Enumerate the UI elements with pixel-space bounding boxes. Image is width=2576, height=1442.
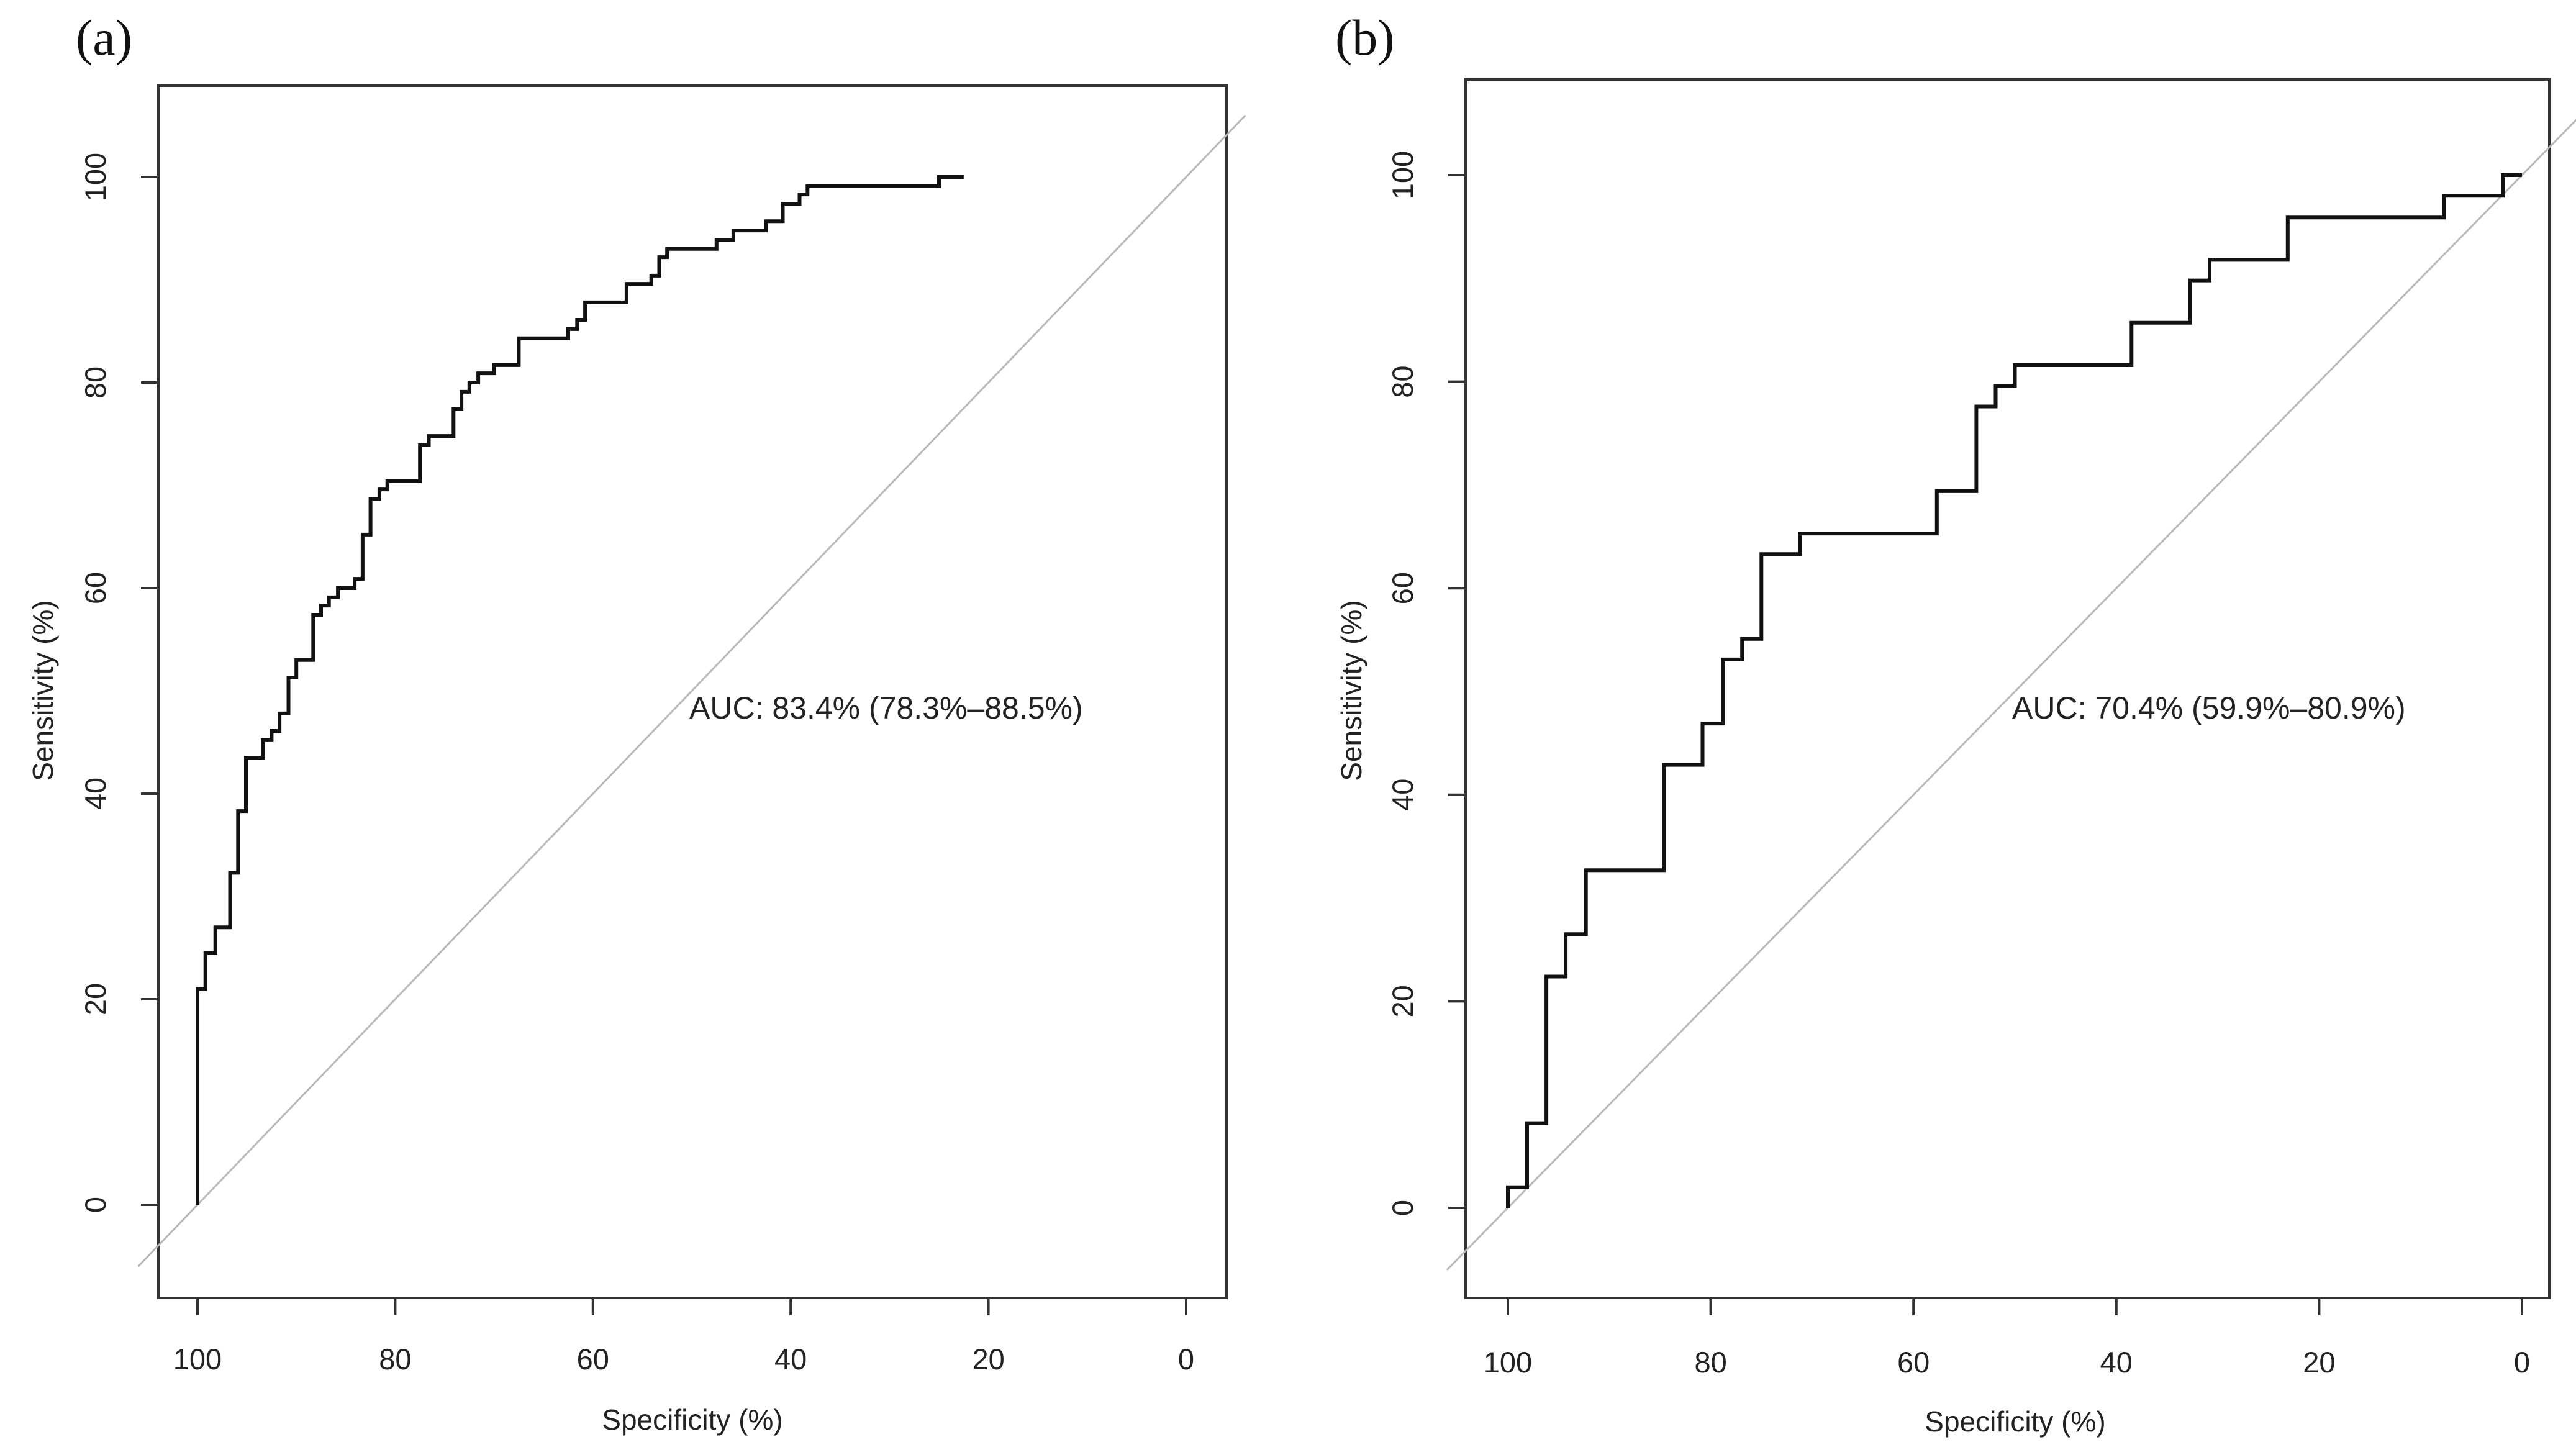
- panel-b-y-axis-title: Sensitivity (%): [1335, 600, 1367, 781]
- panel-b-x-axis: 100 80 60 40 20 0: [1484, 1298, 2530, 1379]
- panel-b-x-axis-title: Specificity (%): [1925, 1405, 2105, 1438]
- panel-b-label: (b): [1335, 9, 1395, 66]
- panel-a-y-tick-label: 40: [79, 778, 112, 810]
- panel-b-y-tick-label: 0: [1386, 1200, 1419, 1216]
- panel-b-y-tick-label: 100: [1386, 151, 1419, 199]
- panel-a-x-tick-label: 0: [1178, 1343, 1194, 1376]
- panel-b-auc-annotation: AUC: 70.4% (59.9%–80.9%): [2012, 691, 2406, 725]
- panel-a-x-tick-label: 100: [173, 1343, 222, 1376]
- panel-a-y-tick-label: 60: [79, 572, 112, 604]
- panel-a-y-axis-title: Sensitivity (%): [27, 600, 59, 781]
- panel-a-y-tick-label: 80: [79, 366, 112, 399]
- panel-b-y-tick-label: 20: [1386, 985, 1419, 1017]
- panel-b-x-tick-label: 20: [2303, 1346, 2335, 1379]
- panel-a-x-tick-label: 60: [577, 1343, 609, 1376]
- panel-b-reference-diagonal: [1446, 119, 2576, 1271]
- panel-a: (a) 100 80 60 40 20 0 0 20 40: [27, 9, 1246, 1436]
- panel-a-auc-annotation: AUC: 83.4% (78.3%–88.5%): [689, 691, 1083, 725]
- panel-a-y-tick-label: 100: [79, 153, 112, 201]
- panel-a-plot-frame: [157, 84, 1228, 1299]
- panel-b-x-tick-label: 60: [1897, 1346, 1930, 1379]
- panel-b-y-axis: 0 20 40 60 80 100: [1386, 151, 1466, 1216]
- panel-b: (b) 100 80 60 40 20 0 0 20 40: [1335, 9, 2576, 1438]
- panel-b-x-tick-label: 0: [2514, 1346, 2530, 1379]
- panel-b-roc-curve: [1506, 173, 2522, 1208]
- panel-a-x-tick-label: 40: [774, 1343, 807, 1376]
- panel-b-y-tick-label: 60: [1386, 572, 1419, 604]
- panel-a-reference-diagonal: [137, 114, 1246, 1267]
- panel-b-x-tick-label: 80: [1694, 1346, 1726, 1379]
- panel-b-x-tick-label: 100: [1484, 1346, 1532, 1379]
- panel-a-x-axis-title: Specificity (%): [602, 1403, 782, 1436]
- panel-a-x-tick-label: 20: [972, 1343, 1004, 1376]
- panel-b-plot-frame: [1464, 78, 2551, 1299]
- panel-a-x-axis: 100 80 60 40 20 0: [173, 1298, 1194, 1376]
- panel-b-y-tick-label: 80: [1386, 365, 1419, 397]
- panel-a-roc-curve: [196, 175, 964, 1205]
- panel-a-y-tick-label: 20: [79, 983, 112, 1015]
- panel-a-x-tick-label: 80: [379, 1343, 411, 1376]
- panel-b-y-tick-label: 40: [1386, 779, 1419, 811]
- panel-a-y-axis: 0 20 40 60 80 100: [79, 153, 158, 1213]
- panel-a-label: (a): [76, 9, 132, 66]
- panel-b-x-tick-label: 40: [2100, 1346, 2133, 1379]
- panel-a-y-tick-label: 0: [79, 1197, 112, 1213]
